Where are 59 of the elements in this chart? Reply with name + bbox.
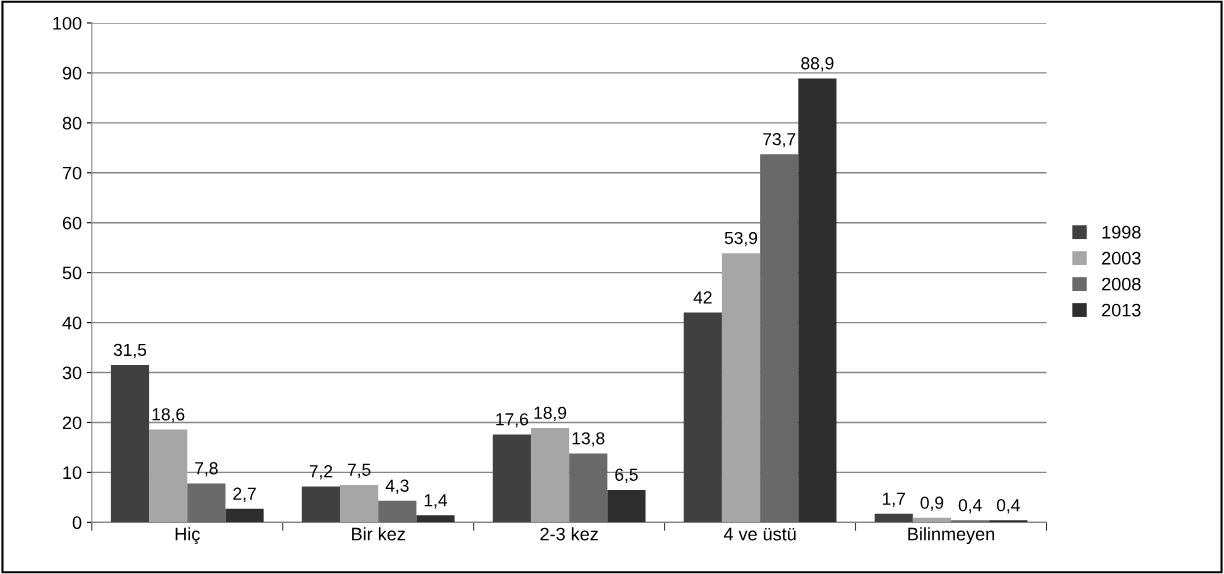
y-tick-label: 100: [53, 16, 82, 30]
data-label: 17,6: [496, 413, 529, 428]
bar: [721, 253, 761, 523]
y-tick-label: 80: [62, 116, 82, 130]
x-tick-label: Bilinmeyen: [908, 527, 995, 545]
data-label: 18,6: [152, 408, 185, 423]
data-label: 31,5: [113, 343, 147, 359]
y-tick-label: 20: [62, 416, 82, 430]
bar: [607, 489, 646, 523]
y-tick-label: 10: [63, 466, 82, 480]
data-label: 7,2: [309, 465, 333, 480]
data-label: 0,4: [958, 499, 982, 514]
data-label: 4,3: [385, 479, 409, 494]
bar: [340, 484, 379, 523]
data-label: 13,8: [572, 432, 605, 447]
data-label: 0,4: [996, 499, 1020, 514]
bar: [225, 508, 264, 523]
data-label: 7,8: [195, 462, 218, 477]
y-tick-label: 40: [62, 316, 82, 330]
bar: [951, 520, 990, 523]
legend-label: 1998: [1102, 225, 1141, 239]
bar: [378, 500, 417, 523]
data-label: 1,7: [883, 492, 905, 507]
legend-label: 2003: [1102, 251, 1141, 265]
bar: [989, 520, 1028, 523]
bar: [416, 515, 455, 523]
data-label: 88,9: [801, 57, 834, 72]
x-tick-label: Hiç: [175, 527, 200, 545]
data-label: 1,4: [424, 494, 448, 509]
bar: [874, 513, 913, 523]
y-tick-label: 50: [62, 266, 82, 280]
x-tick-label: Bir kez: [352, 527, 405, 541]
bar: [301, 486, 341, 523]
x-tick-label: 2-3 kez: [540, 527, 598, 541]
y-tick-label: 60: [62, 216, 82, 230]
x-tick-label: 4 ve üstü: [723, 527, 796, 541]
bar: [683, 312, 722, 523]
data-label: 7,5: [347, 463, 371, 478]
bar: [760, 154, 799, 523]
bar: [569, 453, 608, 523]
bar: [110, 365, 150, 523]
data-label: 6,5: [615, 468, 638, 483]
legend-label: 2008: [1102, 277, 1141, 291]
bar: [530, 427, 570, 523]
data-label: 2,7: [233, 487, 256, 502]
bar: [798, 78, 837, 523]
bar: [149, 429, 188, 523]
y-tick-label: 90: [62, 66, 82, 80]
legend-label: 2013: [1102, 303, 1141, 317]
data-label: 73,7: [763, 133, 796, 148]
y-tick-label: 70: [62, 166, 82, 180]
bar: [187, 483, 226, 523]
bar: [492, 434, 531, 523]
y-tick-label: 30: [62, 366, 82, 380]
data-label: 42: [693, 291, 712, 304]
data-label: 18,9: [534, 406, 567, 422]
data-label: 0,9: [920, 496, 944, 511]
y-tick-label: 0: [72, 516, 82, 530]
data-label: 53,9: [724, 231, 758, 247]
